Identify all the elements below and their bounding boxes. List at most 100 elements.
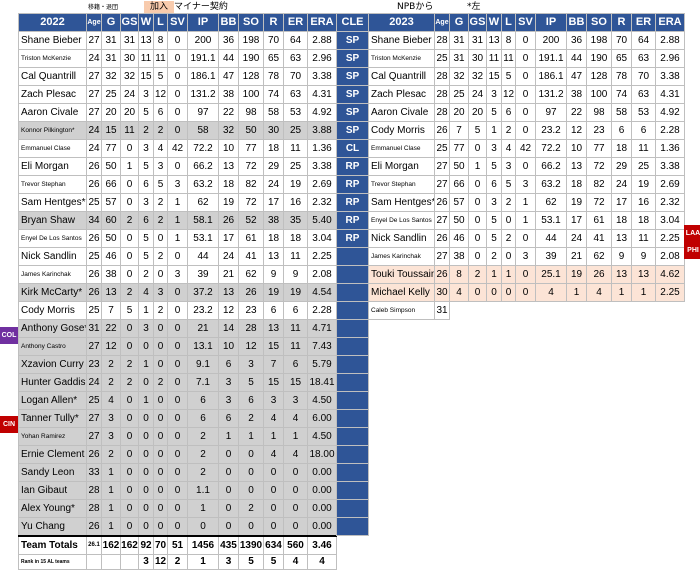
stat-cell: 21	[566, 247, 587, 266]
stat-cell: 6	[611, 121, 632, 140]
team-tag: COL	[0, 327, 18, 344]
player-age: 27	[86, 409, 102, 428]
role-empty	[336, 373, 369, 392]
stat-cell: 0	[167, 409, 188, 428]
stats-table-2022: 2022 Age G GS W L SV IP BB SO R ER ERA Shane Bieber 27…	[18, 13, 337, 570]
stat-cell: 0	[167, 463, 188, 482]
stat-cell: 3	[501, 157, 516, 176]
legend: 移籍・退団	[88, 1, 118, 13]
stat-cell: 0	[468, 229, 487, 248]
stat-cell: 64	[283, 31, 308, 50]
player-age: 26	[86, 175, 102, 194]
stat-cell: 0	[468, 175, 487, 194]
stat-cell: 53.1	[535, 211, 567, 230]
stat-cell: 128	[238, 67, 264, 86]
player-name: Nick Sandlin	[18, 247, 87, 266]
role-badge: SP	[336, 85, 369, 104]
stat-header: ERA	[307, 13, 337, 32]
stat-cell: 4	[283, 409, 308, 428]
stat-cell: 9	[611, 247, 632, 266]
stat-cell: 3.04	[655, 211, 685, 230]
stat-cell: 2.25	[307, 247, 337, 266]
stat-cell: 72	[586, 193, 612, 212]
stat-cell: 70	[611, 31, 632, 50]
stat-cell: 15	[263, 373, 284, 392]
rank-cell: 3	[218, 554, 239, 570]
stat-cell: 3.38	[655, 157, 685, 176]
stat-cell: 6	[138, 211, 154, 230]
stat-cell: 13.1	[187, 337, 219, 356]
stat-cell: 20	[468, 103, 487, 122]
role-row	[336, 391, 369, 410]
player-row: Aaron Civale 27 20 20 5 6 0 97 22 98 58 53 4.92	[18, 103, 337, 122]
stat-cell: 0	[263, 481, 284, 500]
player-name: Emmanuel Clase	[368, 139, 435, 158]
stat-cell: 6.00	[307, 409, 337, 428]
stat-cell: 17	[566, 211, 587, 230]
stat-cell: 0	[153, 445, 168, 464]
stat-cell: 18	[263, 139, 284, 158]
role-row: SP	[336, 121, 369, 140]
stat-cell: 5	[501, 67, 516, 86]
player-age: 27	[86, 67, 102, 86]
stat-cell: 17	[263, 193, 284, 212]
stat-cell: 82	[586, 175, 612, 194]
stat-cell: 0	[138, 409, 154, 428]
stat-cell: 18.41	[307, 373, 337, 392]
stat-cell: 18	[631, 211, 656, 230]
role-row: RP	[336, 157, 369, 176]
stat-cell: 2	[101, 355, 121, 374]
player-row: Cal Quantrill 28 32 32 15 5 0 186.1 47 128 78 70 3.3…	[368, 67, 685, 86]
stat-cell: 11	[501, 49, 516, 68]
stat-header: ER	[283, 13, 308, 32]
team-tag: PHI	[684, 242, 700, 259]
stat-cell: 6	[218, 409, 239, 428]
player-age: 26	[434, 193, 450, 212]
stat-cell: 25	[631, 157, 656, 176]
stat-cell: 2.96	[307, 49, 337, 68]
player-row: James Karinchak 26 38 0 2 0 3 39 21 62 9 9 2.08	[18, 265, 337, 284]
stat-cell: 57	[101, 193, 121, 212]
player-row: Trevor Stephan 27 66 0 6 5 3 63.2 18 82 24 19 2.69	[368, 175, 685, 194]
stat-cell: 2	[187, 427, 219, 446]
stat-cell: 0	[138, 463, 154, 482]
stat-cell: 20	[101, 103, 121, 122]
stat-cell: 11	[283, 319, 308, 338]
stat-cell: 15	[101, 121, 121, 140]
stat-cell: 0	[120, 517, 139, 537]
stat-cell: 1	[515, 193, 536, 212]
stat-cell: 35	[283, 211, 308, 230]
stat-cell: 2.08	[655, 247, 685, 266]
stat-cell: 0	[167, 301, 188, 320]
stat-cell: 31	[449, 31, 469, 50]
stat-cell: 0	[167, 445, 188, 464]
stat-cell: 0	[283, 517, 308, 537]
stat-cell: 13	[611, 229, 632, 248]
stat-cell: 19	[283, 283, 308, 302]
stat-cell: 5	[486, 157, 502, 176]
player-age: 27	[86, 31, 102, 50]
stat-cell: 3.38	[307, 157, 337, 176]
stat-cell: 13	[631, 265, 656, 284]
stat-cell: 11	[631, 139, 656, 158]
player-row: Sam Hentges* 26 57 0 3 2 1 62 19 72 17 16 2.32	[368, 193, 685, 212]
role-row	[336, 445, 369, 464]
stat-cell: 6	[138, 175, 154, 194]
player-age: 27	[434, 211, 450, 230]
stat-cell: 44	[566, 49, 587, 68]
stat-cell: 74	[263, 85, 284, 104]
stat-cell: 0.00	[307, 499, 337, 518]
stat-cell: 1.36	[655, 139, 685, 158]
rank-cell: 4	[283, 554, 308, 570]
stat-cell: 0	[218, 445, 239, 464]
player-age: 26	[86, 517, 102, 537]
stat-cell: 0	[120, 175, 139, 194]
stat-cell: 3	[101, 409, 121, 428]
player-row: Triston McKenzie 24 31 30 11 11 0 191.1 44 190 65 6…	[18, 49, 337, 68]
stat-cell: 18	[283, 229, 308, 248]
stat-cell: 2	[138, 121, 154, 140]
stat-cell: 12	[153, 85, 168, 104]
player-name: Trevor Stephan	[368, 175, 435, 194]
stat-cell: 3	[515, 175, 536, 194]
stat-cell: 5	[486, 103, 502, 122]
